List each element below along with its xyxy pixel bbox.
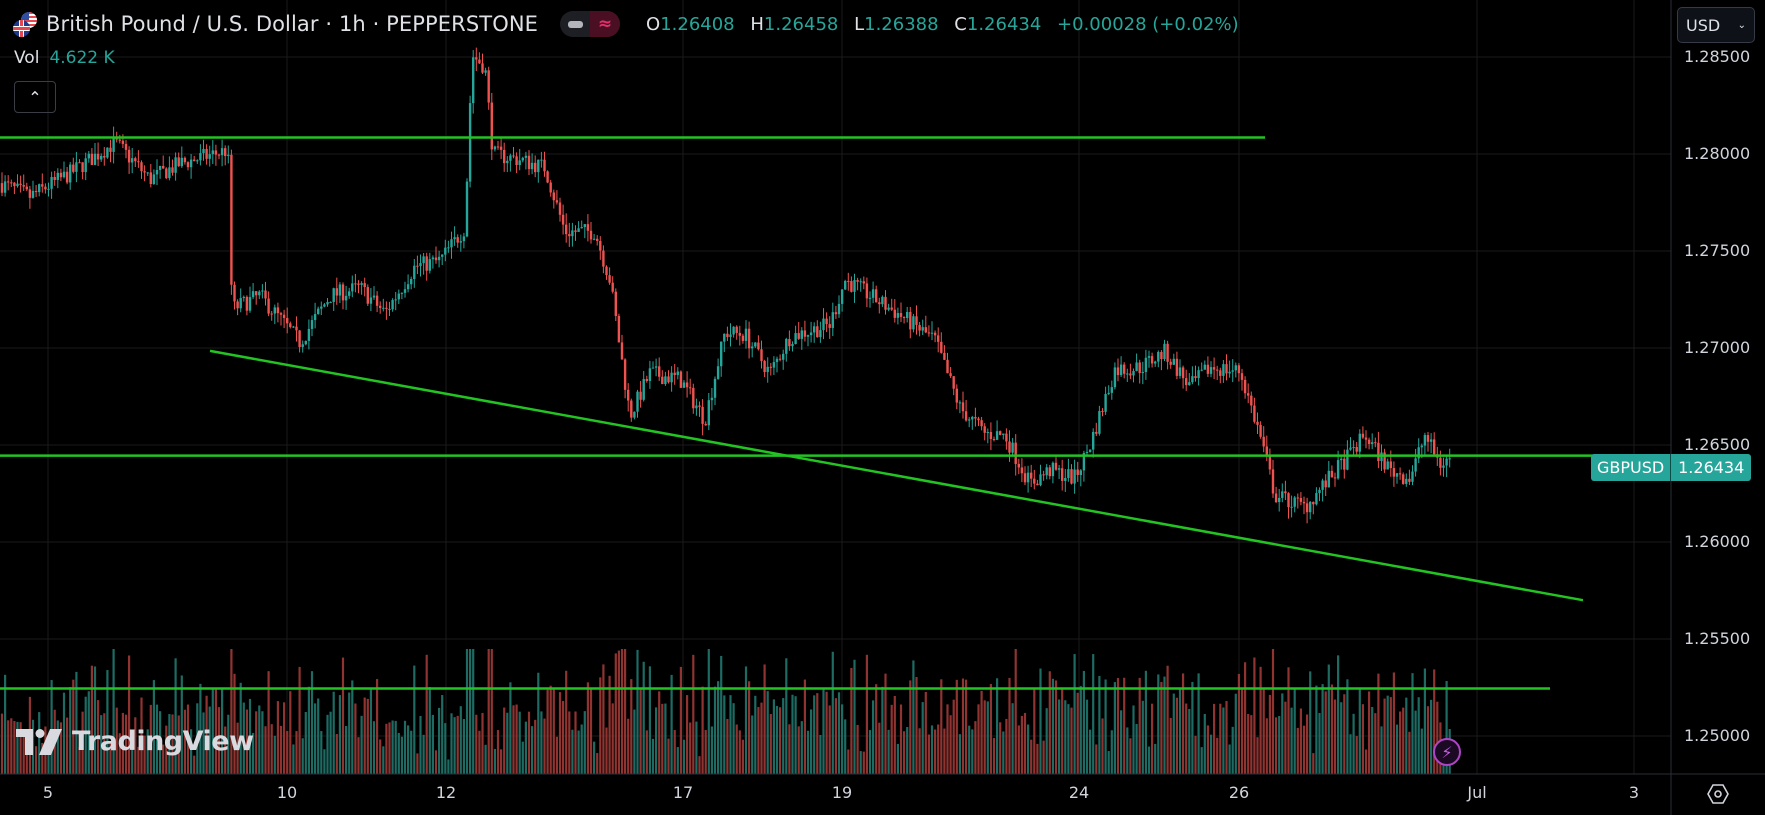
price-axis-label: 1.27500: [1684, 241, 1751, 260]
time-axis-label: 3: [1628, 783, 1640, 802]
price-axis-label: 1.25500: [1684, 629, 1751, 648]
low-label: L: [854, 13, 865, 35]
volume-label: Vol: [14, 48, 40, 68]
minus-icon[interactable]: [560, 11, 590, 37]
time-axis-label: 5: [42, 783, 54, 802]
time-axis-label: 24: [1068, 783, 1090, 802]
price-axis-label: 1.25000: [1684, 726, 1751, 745]
wave-icon[interactable]: ≈: [590, 11, 621, 37]
time-axis-label: 17: [672, 783, 694, 802]
time-axis-label: 19: [831, 783, 853, 802]
currency-flags-icon: [12, 10, 42, 38]
price-tag-value: 1.26434: [1671, 454, 1752, 481]
logo-text: TradingView: [72, 726, 254, 757]
currency-value: USD: [1686, 15, 1721, 35]
symbol-legend: British Pound / U.S. Dollar · 1h · PEPPE…: [12, 10, 1249, 38]
trend-line[interactable]: [209, 349, 1584, 602]
currency-select[interactable]: USD ⌄: [1677, 7, 1755, 43]
change-value: +0.00028 (+0.02%): [1057, 13, 1239, 35]
volume-value: 4.622 K: [49, 48, 115, 68]
close-value: 1.26434: [966, 13, 1042, 35]
time-axis-label: Jul: [1467, 783, 1487, 802]
tradingview-logo[interactable]: TradingView: [16, 726, 254, 757]
chart-grid: [0, 0, 1671, 774]
symbol-title[interactable]: British Pound / U.S. Dollar · 1h · PEPPE…: [46, 12, 539, 36]
drawing-lines[interactable]: [0, 136, 1595, 690]
collapse-legend-button[interactable]: ⌃: [14, 81, 56, 113]
low-value: 1.26388: [864, 13, 939, 35]
tradingview-mark-icon: [16, 728, 62, 755]
price-axis-label: 1.26500: [1684, 435, 1751, 454]
price-axis-label: 1.28000: [1684, 144, 1751, 163]
high-value: 1.26458: [763, 13, 839, 35]
chevron-down-icon: ⌄: [1737, 19, 1746, 31]
volume-legend[interactable]: Vol 4.622 K: [14, 48, 115, 68]
time-axis-label: 12: [435, 783, 457, 802]
chevron-up-icon: ⌃: [28, 87, 42, 107]
candlesticks: [0, 47, 1451, 524]
price-axis-label: 1.26000: [1684, 532, 1751, 551]
lightning-icon[interactable]: ⚡: [1433, 738, 1461, 766]
indicator-toggle[interactable]: ≈: [560, 11, 621, 37]
close-label: C: [954, 13, 967, 35]
high-label: H: [750, 13, 764, 35]
settings-gear-icon[interactable]: [1706, 782, 1730, 806]
ohlc-values: O1.26408 H1.26458 L1.26388 C1.26434 +0.0…: [646, 14, 1249, 35]
price-axis-label: 1.27000: [1684, 338, 1751, 357]
uk-flag-icon: [13, 20, 30, 37]
last-price-tag: GBPUSD 1.26434: [1591, 454, 1752, 481]
open-label: O: [646, 13, 661, 35]
open-value: 1.26408: [660, 13, 735, 35]
time-axis-label: 26: [1228, 783, 1250, 802]
time-axis-label: 10: [276, 783, 298, 802]
price-tag-symbol: GBPUSD: [1591, 454, 1672, 481]
price-axis-label: 1.28500: [1684, 47, 1751, 66]
